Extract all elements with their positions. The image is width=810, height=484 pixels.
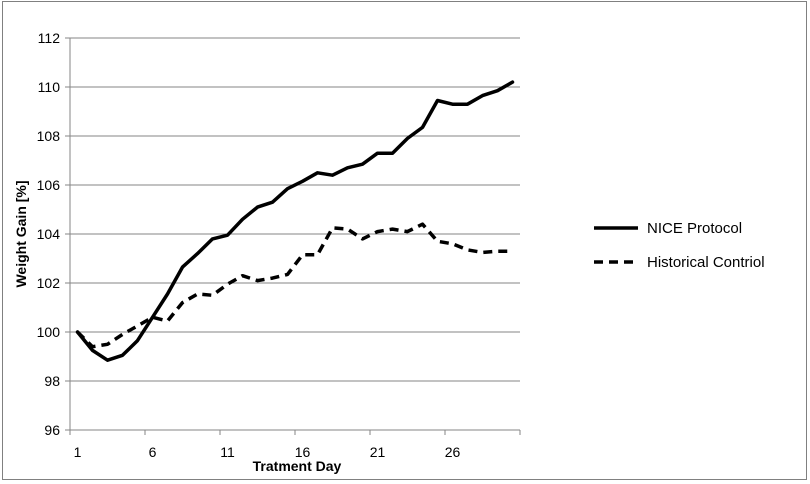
x-tick-label: 1 <box>74 444 82 460</box>
y-tick-label: 108 <box>37 128 61 144</box>
x-tick-label: 16 <box>295 444 311 460</box>
x-tick-label: 21 <box>370 444 386 460</box>
x-tick-label: 26 <box>445 444 461 460</box>
gridlines <box>70 37 520 431</box>
legend-label: Historical Contriol <box>647 254 765 271</box>
y-axis-title: Weight Gain [%] <box>13 180 29 287</box>
series-line-nice-protocol <box>75 80 515 362</box>
y-tick-label: 96 <box>44 422 60 438</box>
y-tick-label: 100 <box>37 324 61 340</box>
x-axis-title: Tratment Day <box>253 458 342 474</box>
y-tick-label: 102 <box>37 275 61 291</box>
series-lines <box>75 80 515 362</box>
y-tick-label: 98 <box>44 373 60 389</box>
legend-label: NICE Protocol <box>647 220 742 237</box>
x-tick-label: 11 <box>220 444 235 460</box>
y-tick-label: 112 <box>38 30 61 46</box>
series-line-historical-control <box>76 222 513 349</box>
y-tick-label: 110 <box>38 79 61 95</box>
y-tick-label: 104 <box>37 226 61 242</box>
y-tick-label: 106 <box>37 177 61 193</box>
legend: NICE Protocol Historical Contriol <box>594 220 765 271</box>
x-tick-label: 6 <box>149 444 157 460</box>
